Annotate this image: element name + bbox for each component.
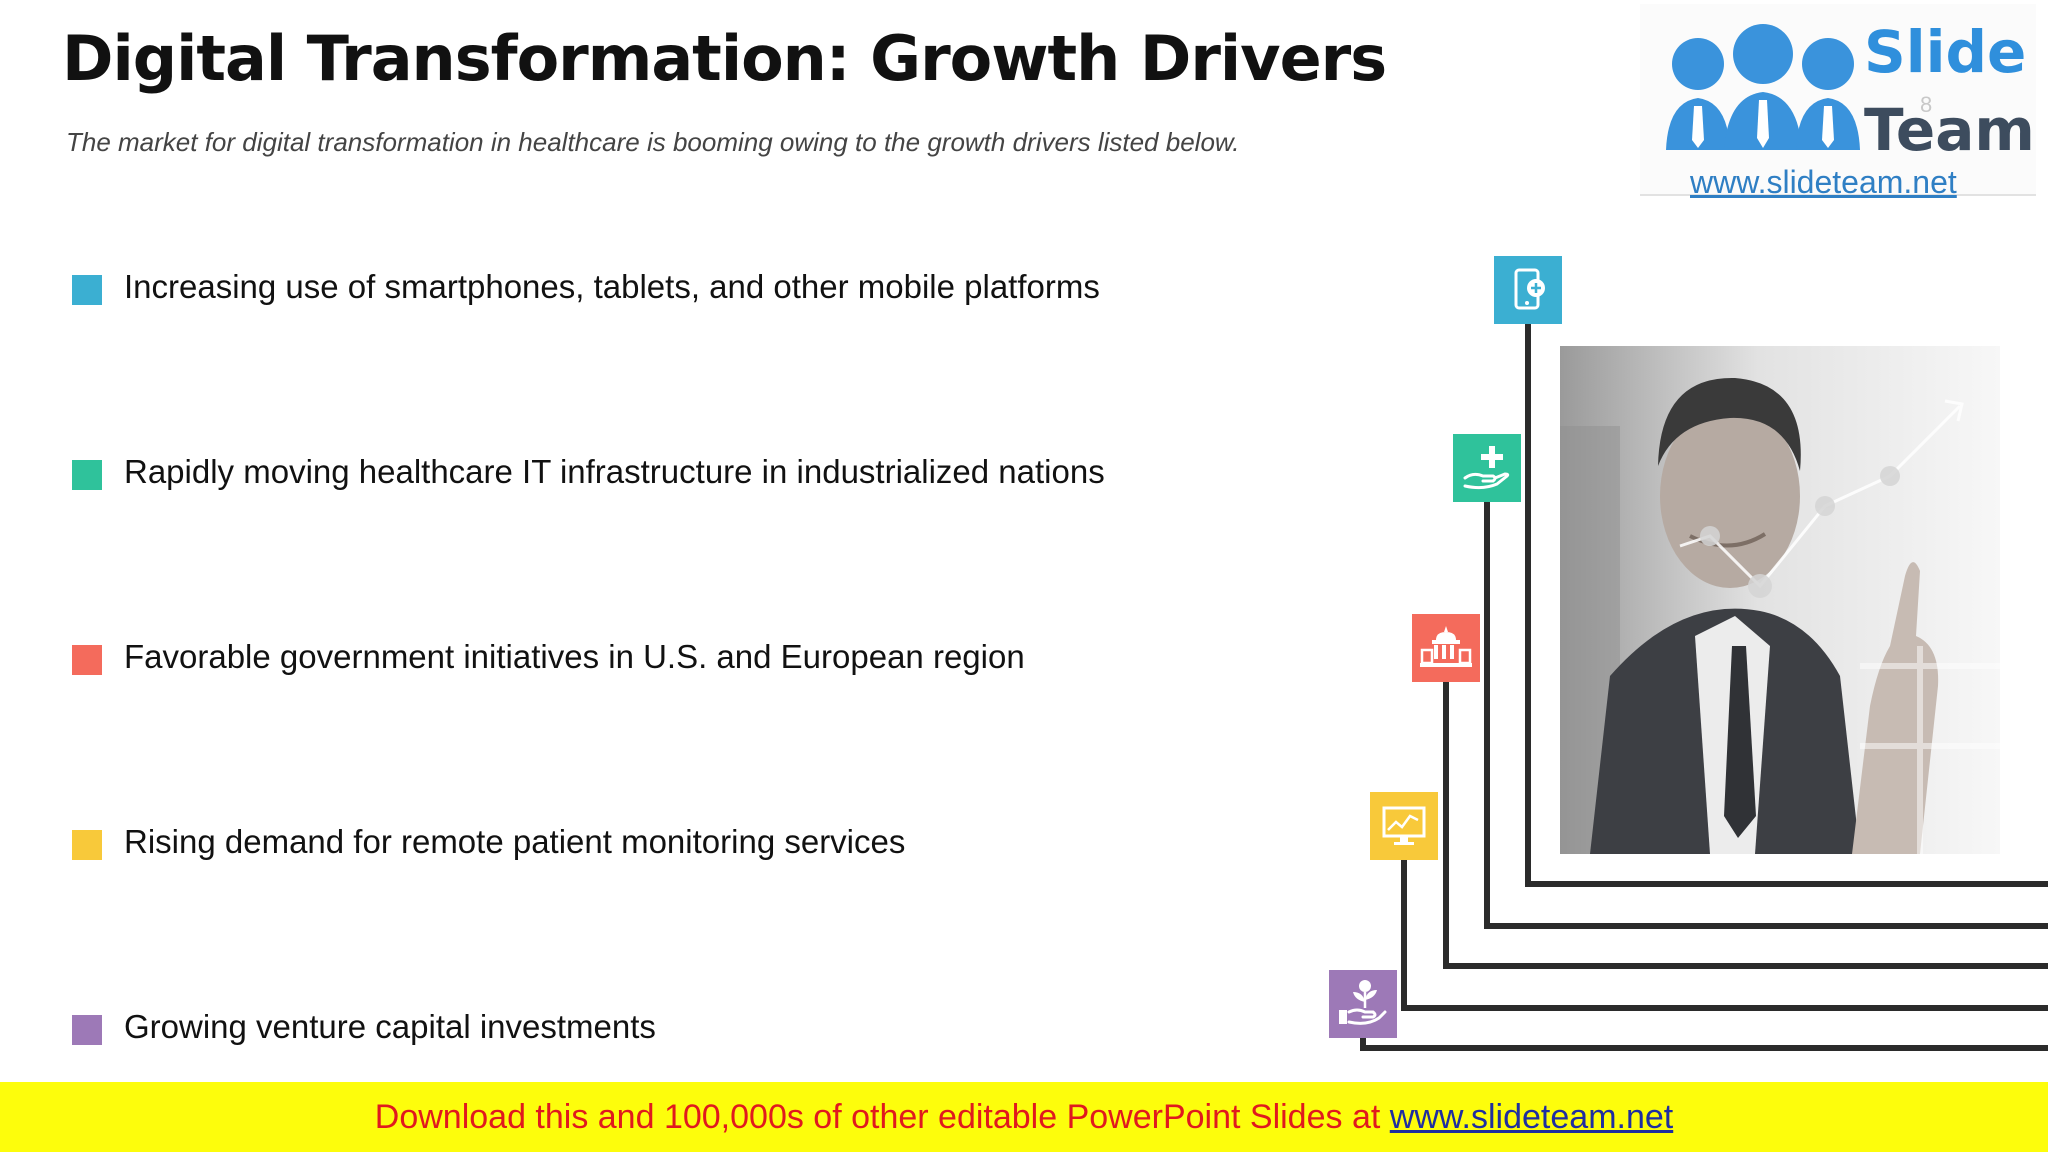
hand-medical-cross-icon bbox=[1463, 446, 1510, 490]
driver-icon-box-monitoring bbox=[1370, 792, 1438, 860]
people-logo-icon bbox=[1666, 24, 1860, 150]
slide-title: Digital Transformation: Growth Drivers bbox=[62, 22, 1387, 95]
bullet-square bbox=[72, 830, 102, 860]
mobile-health-icon bbox=[1514, 268, 1545, 310]
driver-label: Growing venture capital investments bbox=[124, 1008, 656, 1045]
download-banner: Download this and 100,000s of other edit… bbox=[0, 1082, 2048, 1152]
bullet-square bbox=[72, 275, 102, 305]
bullet-square bbox=[72, 460, 102, 490]
monitor-chart-icon bbox=[1382, 806, 1426, 845]
logo-background bbox=[1640, 4, 2036, 196]
driver-icon-box-venture bbox=[1329, 970, 1397, 1038]
driver-label: Increasing use of smartphones, tablets, … bbox=[124, 268, 1100, 305]
driver-icon-box-government bbox=[1412, 614, 1480, 682]
driver-icon-box-mobile bbox=[1494, 256, 1562, 324]
plant-investment-icon bbox=[1339, 980, 1387, 1025]
slideteam-logo[interactable]: Slide Team 8 www.slideteam.net bbox=[1638, 0, 2048, 205]
bullet-square bbox=[72, 1015, 102, 1045]
logo-url-link[interactable]: www.slideteam.net bbox=[1690, 164, 1957, 200]
driver-icon-box-it bbox=[1453, 434, 1521, 502]
page-number: 8 bbox=[1920, 92, 1933, 117]
logo-word-slide: Slide bbox=[1864, 18, 2027, 86]
driver-label: Rapidly moving healthcare IT infrastruct… bbox=[124, 453, 1105, 490]
driver-label: Rising demand for remote patient monitor… bbox=[124, 823, 906, 860]
bullet-square bbox=[72, 645, 102, 675]
banner-message: Download this and 100,000s of other edit… bbox=[374, 1098, 1390, 1136]
slide-subtitle: The market for digital transformation in… bbox=[66, 127, 1240, 157]
driver-label: Favorable government initiatives in U.S.… bbox=[124, 638, 1025, 675]
banner-text: Download this and 100,000s of other edit… bbox=[0, 1098, 2048, 1137]
businessman-touching-screen-photo bbox=[1560, 346, 2000, 854]
government-building-icon bbox=[1420, 626, 1472, 667]
connector-lines bbox=[1360, 322, 2048, 1051]
banner-url-link[interactable]: www.slideteam.net bbox=[1389, 1098, 1674, 1136]
logo-word-team: Team bbox=[1864, 96, 2035, 164]
